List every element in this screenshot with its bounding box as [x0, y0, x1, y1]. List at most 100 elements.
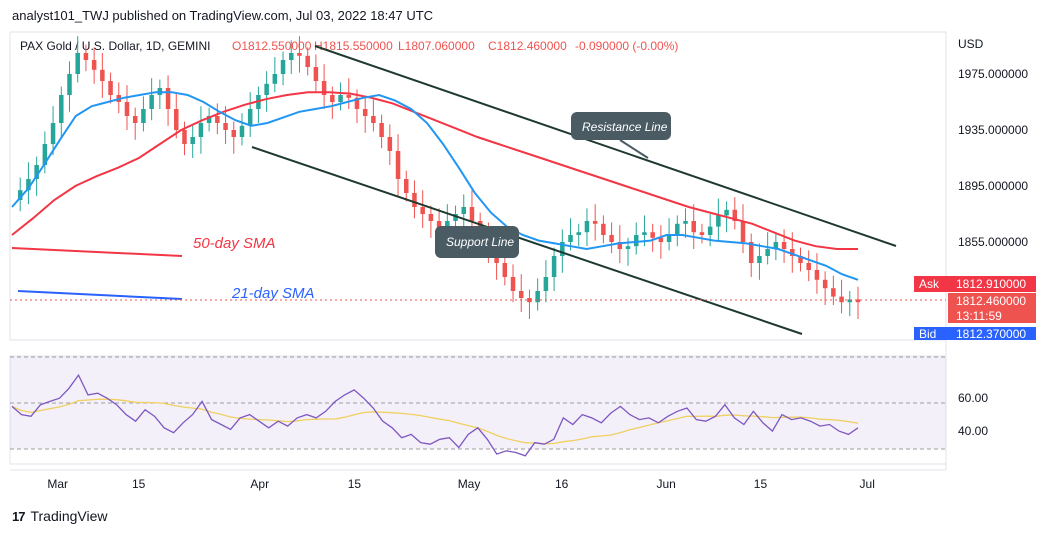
resistance-callout-pointer — [619, 139, 649, 159]
candle-body — [190, 137, 195, 144]
candle-body — [601, 223, 606, 235]
candle-body — [239, 125, 245, 137]
rsi-tick-label: 60.00 — [958, 391, 988, 405]
candle-body — [50, 123, 56, 144]
bar-countdown: 13:11:59 — [956, 309, 1002, 323]
currency-label: USD — [958, 37, 984, 51]
candle-body — [518, 291, 524, 298]
candle-body — [215, 116, 220, 123]
candle-body — [182, 130, 187, 144]
candle-body — [748, 242, 754, 263]
candle-body — [855, 299, 861, 303]
candle-body — [305, 55, 310, 67]
time-tick-label: Jun — [657, 477, 676, 491]
time-tick-label: May — [458, 477, 481, 491]
footer-brand[interactable]: 17 TradingView — [12, 508, 108, 524]
candle-body — [453, 214, 458, 221]
tradingview-logo-icon: 17 — [12, 508, 26, 524]
time-tick-label: 15 — [132, 477, 146, 491]
symbol-name: PAX Gold / U.S. Dollar, 1D, GEMINI — [20, 39, 211, 53]
candle-body — [108, 81, 113, 95]
candle-body — [206, 116, 212, 123]
candle-body — [666, 235, 672, 242]
candle-body — [174, 109, 179, 130]
bid-price: 1812.370000 — [956, 327, 1026, 341]
candle-body — [642, 232, 647, 235]
price-tick-label: 1975.000000 — [958, 67, 1028, 81]
time-tick-label: Apr — [250, 477, 269, 491]
candle-body — [124, 102, 130, 116]
candle-body — [757, 256, 762, 263]
candle-body — [223, 123, 228, 130]
candle-body — [543, 277, 549, 291]
ask-tag-label-bg — [914, 276, 948, 292]
candle-body — [436, 221, 442, 228]
candle-body — [403, 179, 409, 193]
candle-body — [91, 60, 97, 70]
candle-body — [272, 74, 278, 84]
support-channel-line[interactable] — [251, 146, 803, 335]
candle-body — [502, 263, 508, 277]
candle-body — [100, 69, 105, 81]
candles — [17, 36, 861, 319]
candle-body — [847, 299, 853, 303]
candle-body — [716, 215, 721, 227]
price-tick-label: 1895.000000 — [958, 179, 1028, 193]
candle-body — [75, 53, 80, 74]
candle-body — [592, 221, 598, 224]
rsi-axis: 60.00 40.00 — [958, 391, 988, 438]
rsi-tick-label: 40.00 — [958, 424, 988, 438]
time-tick-label: 15 — [754, 477, 768, 491]
bid-tag-label-bg — [914, 327, 948, 340]
brand-name: TradingView — [30, 508, 108, 524]
candle-body — [814, 270, 820, 280]
candle-body — [231, 130, 237, 137]
candle-body — [132, 116, 138, 123]
candle-body — [839, 296, 844, 303]
ohlc-low: L1807.060000 — [398, 39, 475, 53]
candle-body — [67, 74, 72, 95]
resistance-channel-line[interactable] — [314, 45, 897, 247]
candle-body — [560, 242, 565, 256]
candle-body — [724, 209, 729, 216]
sma21-line — [11, 91, 859, 281]
candle-body — [165, 88, 171, 109]
candle-body — [280, 60, 286, 74]
candle-body — [568, 235, 573, 242]
candle-body — [822, 279, 828, 289]
candle-body — [625, 246, 631, 249]
rsi-line — [11, 373, 859, 457]
candle-body — [420, 207, 425, 214]
candle-body — [149, 95, 154, 109]
candle-body — [691, 221, 696, 233]
time-axis: Mar 15 Apr 15 May 16 Jun 15 Jul — [47, 477, 875, 491]
last-price-tag-bg — [948, 293, 1036, 323]
support-callout — [435, 226, 519, 258]
sma50-line — [11, 91, 858, 250]
candle-body — [34, 165, 39, 179]
candle-body — [247, 109, 253, 126]
candle-body — [765, 249, 770, 256]
candle-body — [379, 123, 384, 137]
candle-body — [338, 95, 343, 102]
candle-body — [42, 144, 48, 165]
candle-body — [26, 179, 31, 191]
candle-body — [831, 288, 836, 297]
candle-body — [551, 256, 557, 277]
sma50-annotation: 50-day SMA — [193, 235, 276, 252]
candle-body — [412, 193, 417, 207]
price-tick-label: 1935.000000 — [958, 123, 1028, 137]
sma50-legend-line — [11, 247, 183, 257]
time-tick-label: 16 — [555, 477, 569, 491]
candle-body — [461, 207, 467, 214]
candle-body — [395, 151, 401, 179]
candle-body — [330, 95, 335, 102]
candle-body — [781, 242, 787, 249]
resistance-callout — [571, 112, 671, 140]
candle-body — [297, 53, 302, 56]
candle-body — [59, 95, 64, 123]
time-tick-label: Jul — [860, 477, 875, 491]
candle-body — [510, 277, 516, 291]
